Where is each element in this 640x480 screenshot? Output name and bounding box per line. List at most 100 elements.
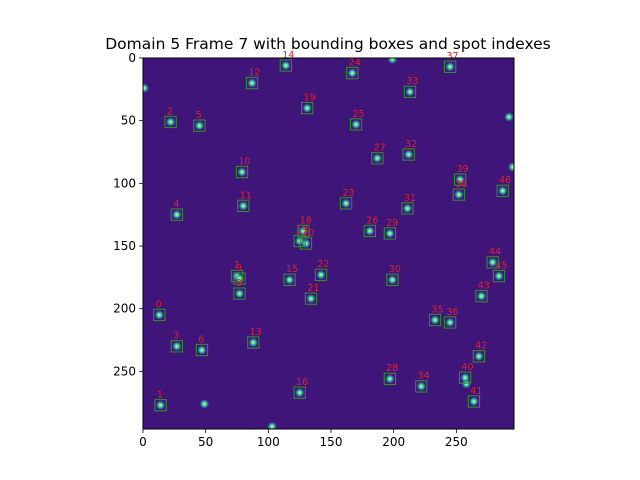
spot-index-label-25: 25	[352, 109, 364, 120]
spot-index-label-23: 23	[342, 188, 354, 199]
y-tick-label: 50	[121, 114, 136, 128]
spot-index-label-32: 32	[405, 139, 417, 150]
spot-18	[298, 225, 309, 236]
spot-38	[453, 189, 464, 200]
bounding-box-11	[237, 199, 250, 213]
spot-index-label-40: 40	[461, 362, 473, 373]
spot-19	[302, 103, 313, 114]
spot-index-label-42: 42	[475, 341, 487, 352]
spot-34	[416, 381, 427, 392]
bounding-box-5	[193, 119, 206, 132]
spot-2	[165, 116, 176, 127]
spot-index-label-21: 21	[307, 283, 319, 294]
bounding-box-1	[154, 398, 167, 412]
unlabeled-spot	[387, 58, 398, 65]
spot-index-labels: 0123456789101112131415161718192021222324…	[156, 50, 512, 401]
spot-15	[284, 274, 295, 285]
bounding-box-30	[386, 273, 399, 287]
x-tick-label: 0	[139, 435, 147, 449]
bounding-box-40	[458, 371, 472, 384]
y-tick-label: 250	[113, 364, 136, 378]
unlabeled-spot	[199, 398, 210, 409]
spot-20	[300, 238, 311, 249]
spot-index-label-41: 41	[470, 386, 482, 397]
spot-13	[248, 337, 259, 348]
spot-index-label-31: 31	[404, 193, 416, 204]
spot-index-label-46: 46	[499, 175, 511, 186]
spot-index-label-30: 30	[389, 264, 401, 275]
unlabeled-spot	[503, 111, 514, 122]
x-tick-label: 50	[198, 435, 213, 449]
spot-index-label-1: 1	[157, 390, 163, 401]
spot-index-label-16: 16	[296, 377, 308, 388]
spot-41	[468, 396, 479, 407]
bounding-box-6	[195, 343, 209, 357]
spot-index-label-8: 8	[236, 278, 242, 289]
spot-index-label-3: 3	[173, 331, 179, 342]
spot-37	[445, 61, 456, 72]
bounding-box-15	[283, 273, 296, 287]
spot-26	[364, 225, 375, 236]
spot-14	[280, 60, 291, 71]
spot-index-label-7: 7	[233, 260, 239, 271]
bounding-box-2	[164, 115, 177, 129]
x-tick-label: 150	[320, 435, 343, 449]
unlabeled-spot	[267, 421, 278, 429]
spot-index-label-15: 15	[286, 264, 298, 275]
bounding-box-18	[297, 224, 310, 238]
spot-27	[372, 153, 383, 164]
spot-index-label-45: 45	[495, 260, 507, 271]
spot-44	[487, 257, 498, 268]
spot-36	[445, 317, 456, 328]
bounding-box-39	[453, 173, 467, 186]
bounding-box-44	[486, 256, 499, 269]
spot-index-label-9: 9	[236, 263, 242, 274]
spot-index-label-20: 20	[302, 228, 314, 239]
spot-index-label-44: 44	[489, 247, 501, 258]
bounding-box-8	[233, 287, 246, 300]
spot-5	[194, 120, 205, 131]
bounding-box-45	[492, 269, 506, 283]
spot-index-label-11: 11	[240, 190, 252, 201]
spot-index-label-29: 29	[386, 218, 398, 229]
spot-21	[305, 293, 316, 304]
spot-index-label-24: 24	[349, 57, 361, 68]
spot-8	[234, 288, 245, 299]
spot-22	[315, 269, 326, 280]
bounding-box-43	[475, 289, 488, 303]
spot-index-label-22: 22	[317, 259, 329, 270]
spot-30	[387, 274, 398, 285]
plot-frame	[142, 57, 515, 430]
spot-45	[493, 271, 504, 282]
spot-index-label-34: 34	[418, 371, 430, 382]
spot-24	[347, 68, 358, 79]
spot-9	[234, 273, 245, 284]
spot-index-label-28: 28	[386, 363, 398, 374]
spot-index-label-43: 43	[478, 281, 490, 292]
spot-index-label-33: 33	[406, 76, 418, 87]
bounding-box-26	[363, 224, 377, 238]
bounding-box-42	[472, 350, 486, 363]
y-tick-label: 200	[113, 302, 136, 316]
bounding-box-12	[245, 76, 259, 90]
spot-index-label-10: 10	[238, 156, 250, 167]
spot-6	[196, 345, 207, 356]
spot-35	[430, 314, 441, 325]
spot-index-label-26: 26	[366, 215, 378, 226]
spot-0	[154, 309, 165, 320]
spot-4	[171, 209, 182, 220]
bounding-box-9	[233, 272, 246, 285]
spot-index-label-5: 5	[196, 110, 202, 121]
bounding-box-24	[346, 66, 359, 80]
bounding-box-16	[293, 386, 306, 399]
bounding-box-22	[314, 268, 328, 282]
plot-area: 0123456789101112131415161718192021222324…	[142, 50, 515, 430]
y-tick-label: 150	[113, 239, 136, 253]
spots-layer	[143, 58, 514, 429]
bounding-box-17	[293, 234, 306, 248]
bounding-box-34	[415, 380, 428, 393]
bounding-box-3	[170, 340, 184, 353]
bounding-box-37	[443, 60, 457, 73]
bounding-box-41	[467, 395, 481, 408]
